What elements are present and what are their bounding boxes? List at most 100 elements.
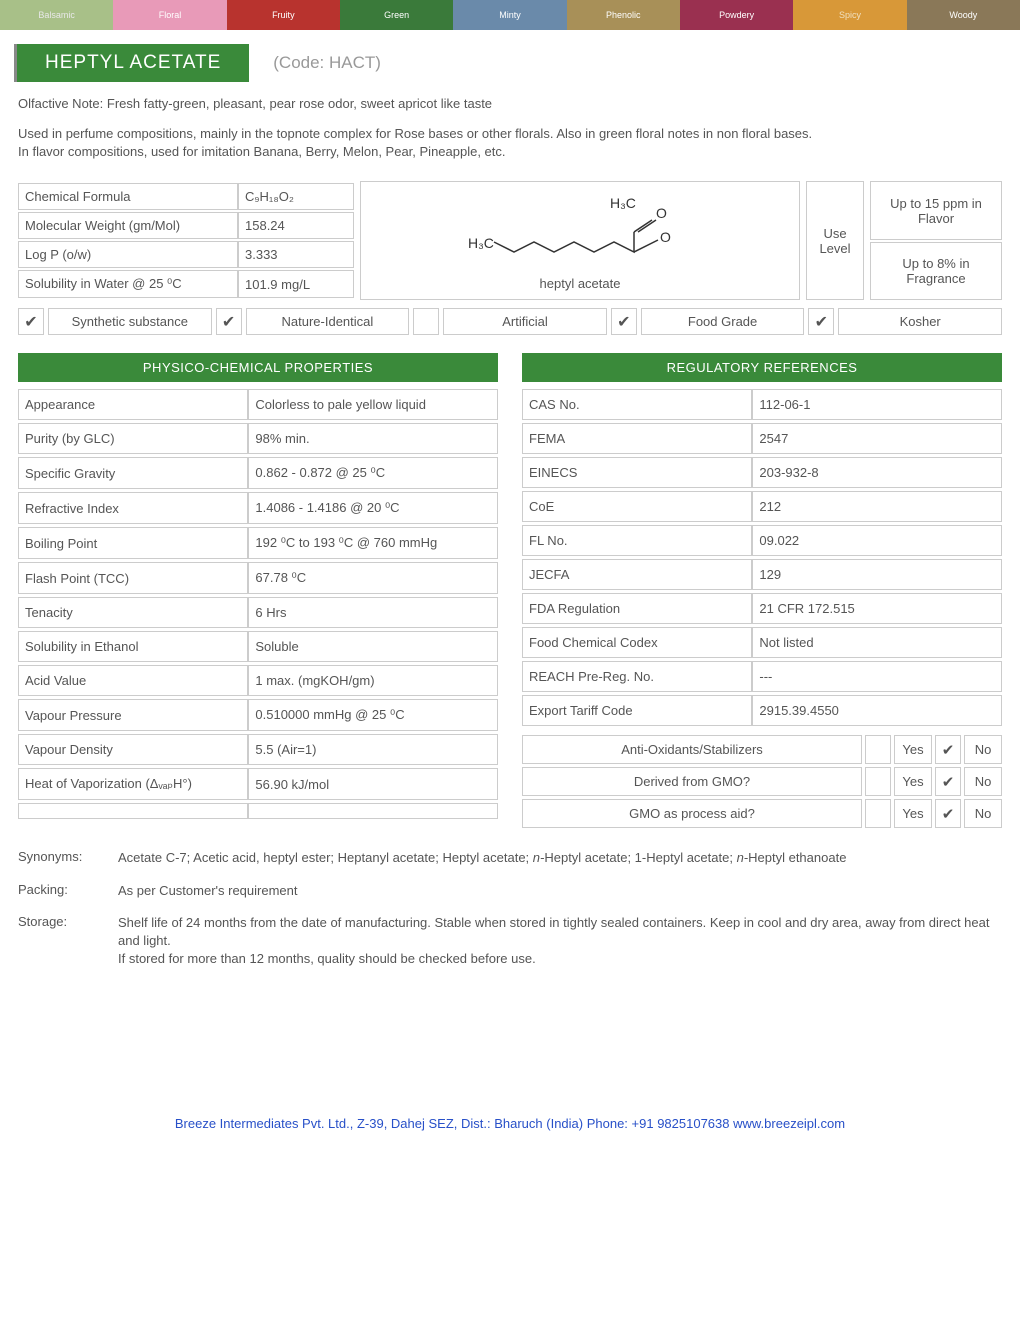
yn-yes-text: Yes — [894, 735, 932, 764]
use-fragrance: Up to 8% in Fragrance — [870, 242, 1002, 301]
prop-label: Flash Point (TCC) — [18, 562, 248, 594]
prop-value: Colorless to pale yellow liquid — [248, 389, 498, 420]
yn-yes-text: Yes — [894, 799, 932, 828]
two-col: PHYSICO-CHEMICAL PROPERTIES AppearanceCo… — [18, 353, 1002, 831]
physico-header: PHYSICO-CHEMICAL PROPERTIES — [18, 353, 498, 382]
prop-label: Vapour Density — [18, 734, 248, 765]
physico-col: PHYSICO-CHEMICAL PROPERTIES AppearanceCo… — [18, 353, 498, 831]
yn-no-check: ✔ — [935, 767, 961, 796]
tab-spicy[interactable]: Spicy — [793, 0, 906, 30]
badge-check: ✔ — [18, 308, 44, 335]
table-row: Refractive Index1.4086 - 1.4186 @ 20 ⁰C — [18, 492, 498, 524]
table-row: FL No.09.022 — [522, 525, 1002, 556]
prop-label: Boiling Point — [18, 527, 248, 559]
reg-label: CoE — [522, 491, 752, 522]
regulatory-header: REGULATORY REFERENCES — [522, 353, 1002, 382]
reg-value: 09.022 — [752, 525, 1002, 556]
reg-label: CAS No. — [522, 389, 752, 420]
product-title: HEPTYL ACETATE — [14, 44, 249, 82]
prop-label: Appearance — [18, 389, 248, 420]
prop-value: 1 max. (mgKOH/gm) — [248, 665, 498, 696]
table-row: Food Chemical CodexNot listed — [522, 627, 1002, 658]
prop-label: Solubility in Ethanol — [18, 631, 248, 662]
table-row: Specific Gravity0.862 - 0.872 @ 25 ⁰C — [18, 457, 498, 489]
table-row: AppearanceColorless to pale yellow liqui… — [18, 389, 498, 420]
tab-phenolic[interactable]: Phenolic — [567, 0, 680, 30]
footer: Breeze Intermediates Pvt. Ltd., Z-39, Da… — [0, 1116, 1020, 1151]
tab-floral[interactable]: Floral — [113, 0, 226, 30]
yn-yes-check — [865, 735, 891, 764]
yn-no-check: ✔ — [935, 735, 961, 764]
reg-label: FDA Regulation — [522, 593, 752, 624]
reg-value: 2915.39.4550 — [752, 695, 1002, 726]
table-row: Molecular Weight (gm/Mol)158.24 — [18, 212, 354, 239]
svg-text:O: O — [660, 229, 671, 245]
table-row: Log P (o/w)3.333 — [18, 241, 354, 268]
table-row: Solubility in EthanolSoluble — [18, 631, 498, 662]
tab-fruity[interactable]: Fruity — [227, 0, 340, 30]
storage-value: Shelf life of 24 months from the date of… — [118, 914, 1002, 969]
badge-label: Kosher — [838, 308, 1002, 335]
badge-label: Artificial — [443, 308, 607, 335]
packing-label: Packing: — [18, 882, 118, 900]
tab-powdery[interactable]: Powdery — [680, 0, 793, 30]
yn-label: Anti-Oxidants/Stabilizers — [522, 735, 862, 764]
info-row: Chemical FormulaC₉H₁₈O₂ Molecular Weight… — [18, 181, 1002, 300]
structure-label: heptyl acetate — [540, 276, 621, 291]
table-row: Flash Point (TCC)67.78 ⁰C — [18, 562, 498, 594]
reg-label: Export Tariff Code — [522, 695, 752, 726]
tab-green[interactable]: Green — [340, 0, 453, 30]
yn-yes-check — [865, 799, 891, 828]
reg-value: 212 — [752, 491, 1002, 522]
reg-value: 2547 — [752, 423, 1002, 454]
prop-label: Solubility in Water @ 25 ⁰C — [18, 270, 238, 298]
prop-value: 158.24 — [238, 212, 354, 239]
tab-minty[interactable]: Minty — [453, 0, 566, 30]
reg-value: 21 CFR 172.515 — [752, 593, 1002, 624]
synonyms-value: Acetate C-7; Acetic acid, heptyl ester; … — [118, 849, 1002, 867]
table-row: FEMA2547 — [522, 423, 1002, 454]
reg-value: 203-932-8 — [752, 457, 1002, 488]
prop-value: 67.78 ⁰C — [248, 562, 498, 594]
table-row: FDA Regulation21 CFR 172.515 — [522, 593, 1002, 624]
yn-label: GMO as process aid? — [522, 799, 862, 828]
prop-label: Vapour Pressure — [18, 699, 248, 731]
yn-yes-text: Yes — [894, 767, 932, 796]
tab-woody[interactable]: Woody — [907, 0, 1020, 30]
table-row: CoE212 — [522, 491, 1002, 522]
regulatory-table: CAS No.112-06-1FEMA2547EINECS203-932-8Co… — [522, 386, 1002, 729]
reg-value: 129 — [752, 559, 1002, 590]
footer-link[interactable]: www.breezeipl.com — [733, 1116, 845, 1131]
yn-label: Derived from GMO? — [522, 767, 862, 796]
table-row: EINECS203-932-8 — [522, 457, 1002, 488]
storage-row: Storage: Shelf life of 24 months from th… — [18, 914, 1002, 969]
badge-check: ✔ — [808, 308, 834, 335]
table-row: Solubility in Water @ 25 ⁰C101.9 mg/L — [18, 270, 354, 298]
prop-value: 6 Hrs — [248, 597, 498, 628]
yn-row: Anti-Oxidants/Stabilizers Yes ✔ No — [522, 735, 1002, 764]
table-row: Purity (by GLC)98% min. — [18, 423, 498, 454]
storage-label: Storage: — [18, 914, 118, 969]
badge-check: ✔ — [611, 308, 637, 335]
prop-value: 98% min. — [248, 423, 498, 454]
use-level-label: Use Level — [806, 181, 864, 300]
prop-label: Log P (o/w) — [18, 241, 238, 268]
table-row: CAS No.112-06-1 — [522, 389, 1002, 420]
prop-value: Soluble — [248, 631, 498, 662]
description: Used in perfume compositions, mainly in … — [18, 125, 1002, 161]
table-row: Vapour Pressure0.510000 mmHg @ 25 ⁰C — [18, 699, 498, 731]
prop-value: 3.333 — [238, 241, 354, 268]
olfactive-value: Fresh fatty-green, pleasant, pear rose o… — [107, 96, 492, 111]
yn-no-check: ✔ — [935, 799, 961, 828]
bottom-info: Synonyms: Acetate C-7; Acetic acid, hept… — [18, 849, 1002, 968]
svg-text:H₃C: H₃C — [468, 235, 494, 251]
svg-text:O: O — [656, 205, 667, 221]
olfactive-note: Olfactive Note: Fresh fatty-green, pleas… — [18, 96, 1002, 111]
tab-balsamic[interactable]: Balsamic — [0, 0, 113, 30]
prop-value: 0.510000 mmHg @ 25 ⁰C — [248, 699, 498, 731]
category-tabs: Balsamic Floral Fruity Green Minty Pheno… — [0, 0, 1020, 30]
packing-row: Packing: As per Customer's requirement — [18, 882, 1002, 900]
badges-row: ✔Synthetic substance✔Nature-IdenticalArt… — [18, 308, 1002, 335]
prop-label: Heat of Vaporization (ΔᵥₐₚH°) — [18, 768, 248, 800]
table-row: Boiling Point192 ⁰C to 193 ⁰C @ 760 mmHg — [18, 527, 498, 559]
